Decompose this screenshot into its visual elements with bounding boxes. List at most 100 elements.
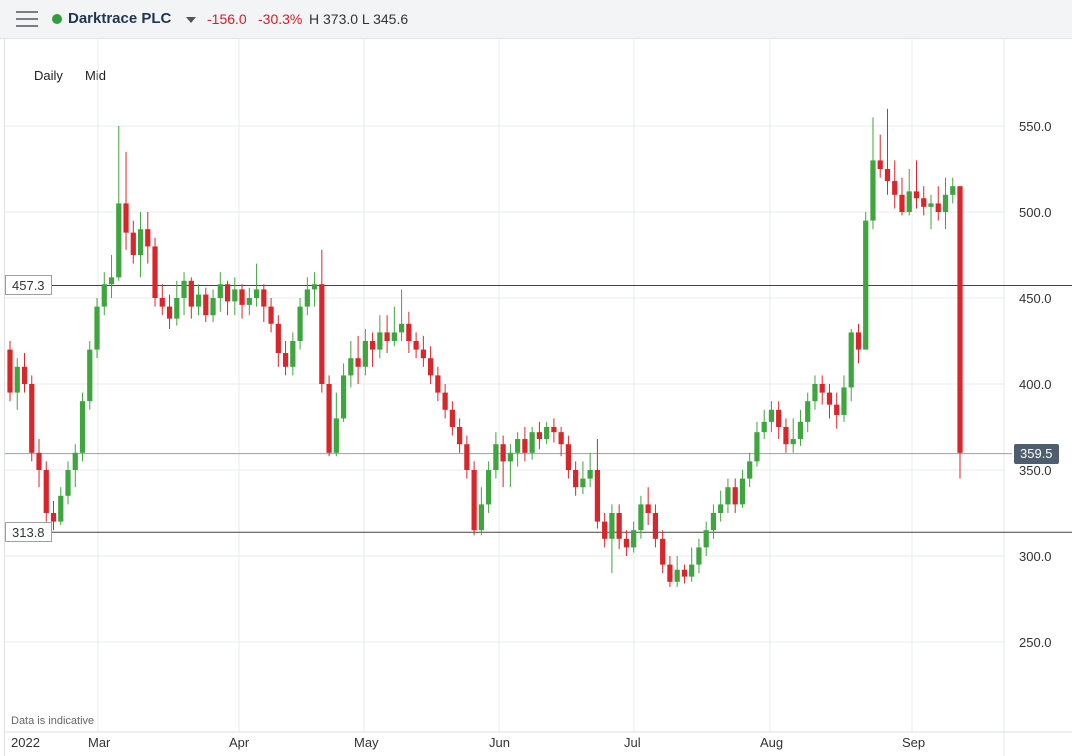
candle xyxy=(406,311,412,354)
instrument-dropdown-icon[interactable] xyxy=(186,17,196,23)
candle-body xyxy=(696,547,702,565)
candle xyxy=(268,298,274,333)
candle xyxy=(333,392,339,457)
candle xyxy=(188,277,194,319)
candle-body xyxy=(681,569,688,577)
candle xyxy=(297,298,303,350)
candle-body xyxy=(58,495,64,522)
candle-body xyxy=(391,332,397,341)
x-tick-label: Aug xyxy=(760,735,783,750)
candle-body xyxy=(268,306,274,324)
interval-selector[interactable]: Daily xyxy=(34,68,63,83)
candle-body xyxy=(725,487,731,505)
candle xyxy=(282,341,289,376)
candle-body xyxy=(174,298,180,319)
candle xyxy=(340,363,347,422)
candle-body xyxy=(500,444,506,462)
candle xyxy=(638,495,644,539)
candle xyxy=(623,530,630,556)
candle xyxy=(805,392,811,433)
candle-body xyxy=(805,401,811,422)
level-label-lower[interactable]: 313.8 xyxy=(5,522,52,543)
hamburger-menu-icon[interactable] xyxy=(16,11,38,27)
level-label-upper[interactable]: 457.3 xyxy=(5,275,52,296)
candle-body xyxy=(311,284,318,290)
candle xyxy=(464,435,470,479)
candle xyxy=(14,358,20,410)
candle-body xyxy=(863,220,869,350)
x-tick-label: May xyxy=(354,735,379,750)
y-tick-label: 500.0 xyxy=(1019,205,1052,220)
candle xyxy=(906,169,912,216)
candle xyxy=(420,335,426,367)
candle-body xyxy=(812,384,818,402)
candle xyxy=(841,375,847,422)
candle xyxy=(928,194,934,230)
candle xyxy=(253,263,260,307)
candle xyxy=(884,108,891,195)
candle-body xyxy=(159,298,165,307)
candle-body xyxy=(877,160,883,169)
candle xyxy=(573,461,579,496)
candle xyxy=(776,401,782,440)
candle xyxy=(797,409,804,446)
candle-body xyxy=(580,478,586,488)
candle-body xyxy=(652,513,659,539)
candle-body xyxy=(442,392,448,410)
candle-body xyxy=(246,298,252,305)
candle xyxy=(718,490,724,522)
candle xyxy=(137,212,144,278)
candle-body xyxy=(674,569,680,582)
candle xyxy=(428,346,434,384)
candle-body xyxy=(355,358,361,367)
candle-body xyxy=(602,521,608,539)
candle xyxy=(326,375,332,457)
candle xyxy=(457,418,463,453)
candle-body xyxy=(739,478,746,505)
candle-body xyxy=(957,186,963,453)
candle-body xyxy=(362,341,368,367)
candle xyxy=(696,538,702,574)
candle xyxy=(239,284,245,319)
candle-body xyxy=(72,452,78,470)
candle-body xyxy=(732,487,738,505)
candle-body xyxy=(616,513,622,539)
candle-body xyxy=(101,284,107,307)
candle-body xyxy=(239,289,245,305)
candle-body xyxy=(398,323,405,333)
candle-body xyxy=(906,191,912,212)
candle-body xyxy=(689,564,695,577)
candle xyxy=(290,332,296,376)
candle-body xyxy=(667,564,673,582)
candle-body xyxy=(921,198,927,207)
candle xyxy=(522,427,528,462)
candle xyxy=(442,384,448,419)
candle-body xyxy=(558,432,564,445)
candle-body xyxy=(413,341,419,350)
price-type-selector[interactable]: Mid xyxy=(85,68,106,83)
candle xyxy=(108,255,115,298)
candle-body xyxy=(203,294,209,316)
x-tick-label: Mar xyxy=(88,735,111,750)
instrument-title[interactable]: Darktrace PLC xyxy=(68,10,172,27)
candle-body xyxy=(188,280,194,307)
candle xyxy=(957,186,963,479)
chart-frame-border xyxy=(4,38,5,756)
candle-body xyxy=(152,246,158,298)
candle-body xyxy=(290,341,296,367)
candle xyxy=(217,272,223,312)
instrument-header: Darktrace PLC -156.0 -30.3% H 373.0 L 34… xyxy=(0,0,1072,39)
candle-body xyxy=(195,294,202,307)
candle-body xyxy=(884,169,891,182)
candle xyxy=(50,500,57,531)
candle xyxy=(834,392,840,429)
x-tick-label: Sep xyxy=(902,735,925,750)
market-status-dot xyxy=(52,14,62,24)
candle xyxy=(551,418,557,443)
candle xyxy=(232,277,238,316)
candle-body xyxy=(108,277,115,285)
candle-body xyxy=(36,452,42,470)
candle xyxy=(747,452,753,488)
candle xyxy=(246,287,252,316)
